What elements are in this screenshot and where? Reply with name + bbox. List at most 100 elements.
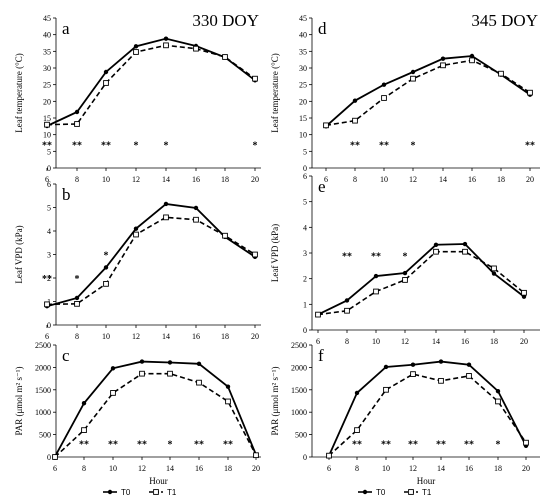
y-tick-label: 5 <box>47 147 51 156</box>
point-T1 <box>315 311 321 318</box>
significance-mark: ** <box>408 440 418 451</box>
legend-label-T0: T0 <box>376 488 386 497</box>
point-T1 <box>433 248 439 255</box>
x-tick-label: 10 <box>380 175 388 184</box>
point-T1 <box>139 370 145 377</box>
point-T1 <box>44 121 50 128</box>
point-T1 <box>103 281 109 287</box>
significance-mark: * <box>168 440 173 451</box>
significance-mark: ** <box>525 141 535 152</box>
y-tick-label: 25 <box>299 81 307 90</box>
point-T0 <box>410 69 416 75</box>
y-tick-label: 4 <box>47 227 51 236</box>
point-T1 <box>498 70 504 77</box>
point-T1 <box>323 122 329 129</box>
series-line-T0 <box>46 203 256 308</box>
significance-mark: * <box>164 141 169 152</box>
significance-mark: ** <box>223 440 233 451</box>
y-axis-label: Leaf temperature (°C) <box>14 53 24 133</box>
y-tick-label: 0 <box>47 164 51 173</box>
y-tick-label: 40 <box>43 31 51 40</box>
series-line-T1 <box>328 373 527 457</box>
x-tick-label: 14 <box>437 464 445 473</box>
x-tick-label: 14 <box>166 464 174 473</box>
x-tick-label: 6 <box>316 337 320 346</box>
x-tick-label: 12 <box>138 464 146 473</box>
legend: T0 T1 <box>358 488 432 497</box>
series-line-T0 <box>54 360 257 457</box>
x-tick-label: 10 <box>109 464 117 473</box>
significance-mark: ** <box>137 440 147 451</box>
point-T1 <box>252 75 258 82</box>
x-tick-label: 14 <box>439 175 447 184</box>
point-T0 <box>381 82 387 87</box>
significance-mark: ** <box>72 141 82 152</box>
x-tick-label: 20 <box>526 175 534 184</box>
y-tick-label: 0 <box>303 326 307 335</box>
point-T1 <box>193 45 199 52</box>
point-T1 <box>495 398 501 405</box>
significance-mark: ** <box>342 252 352 263</box>
series-line-T0 <box>317 243 525 316</box>
y-axis-label: Leaf VPD (kPa) <box>14 225 24 283</box>
x-tick-label: 20 <box>252 464 260 473</box>
point-T1 <box>133 49 139 55</box>
y-tick-label: 5 <box>47 204 51 213</box>
y-tick-label: 2500 <box>291 341 307 350</box>
series-line-T1 <box>317 250 525 316</box>
y-tick-label: 0 <box>47 453 51 462</box>
point-T1 <box>344 307 350 314</box>
legend-marker-T1 <box>408 489 414 495</box>
point-T0 <box>352 98 358 103</box>
x-tick-label: 12 <box>409 464 417 473</box>
point-T1 <box>410 75 416 82</box>
x-tick-label: 18 <box>490 337 498 346</box>
y-tick-label: 20 <box>43 97 51 106</box>
point-T0 <box>103 69 109 75</box>
point-T0 <box>373 273 379 279</box>
significance-mark: * <box>75 274 80 285</box>
significance-mark: ** <box>352 440 362 451</box>
point-T1 <box>381 95 387 101</box>
significance-mark: ** <box>350 141 360 152</box>
point-T1 <box>222 54 228 60</box>
legend-marker-T1 <box>153 489 159 495</box>
point-T1 <box>491 265 497 272</box>
significance-mark: ** <box>379 141 389 152</box>
y-axis-label: Leaf VPD (kPa) <box>270 224 280 282</box>
point-T0 <box>402 270 408 276</box>
point-T1 <box>133 231 139 238</box>
legend-label-T0: T0 <box>121 488 131 497</box>
panel-letter: c <box>62 346 70 365</box>
point-T0 <box>440 56 446 61</box>
x-tick-label: 8 <box>355 464 359 473</box>
point-T0 <box>354 390 360 396</box>
doy-annotation: 330 DOY <box>192 11 259 30</box>
series-line-T0 <box>328 360 527 457</box>
y-tick-label: 15 <box>43 114 51 123</box>
y-tick-label: 0 <box>303 164 307 173</box>
x-tick-label: 6 <box>53 464 57 473</box>
y-tick-label: 500 <box>39 431 51 440</box>
y-tick-label: 6 <box>47 180 51 189</box>
y-tick-label: 20 <box>299 97 307 106</box>
point-T1 <box>326 452 332 459</box>
point-T0 <box>438 359 444 364</box>
y-tick-label: 5 <box>303 147 307 156</box>
point-T0 <box>383 364 389 370</box>
point-T1 <box>74 121 80 127</box>
point-T0 <box>196 361 202 367</box>
legend: T0 T1 <box>103 488 177 497</box>
x-tick-label: 6 <box>45 332 49 341</box>
y-tick-label: 2 <box>303 275 307 284</box>
series-line-T1 <box>54 372 257 458</box>
y-tick-label: 40 <box>299 31 307 40</box>
x-tick-label: 16 <box>461 337 469 346</box>
significance-mark: ** <box>371 252 381 263</box>
x-tick-label: 16 <box>468 175 476 184</box>
significance-mark: ** <box>381 440 391 451</box>
y-tick-label: 6 <box>303 172 307 181</box>
panel-a: 0 5 10 15 20 25 30 35 40 45 6 8 10 12 14 16 18 20 Leaf tem… <box>14 11 261 184</box>
x-tick-label: 14 <box>162 332 170 341</box>
